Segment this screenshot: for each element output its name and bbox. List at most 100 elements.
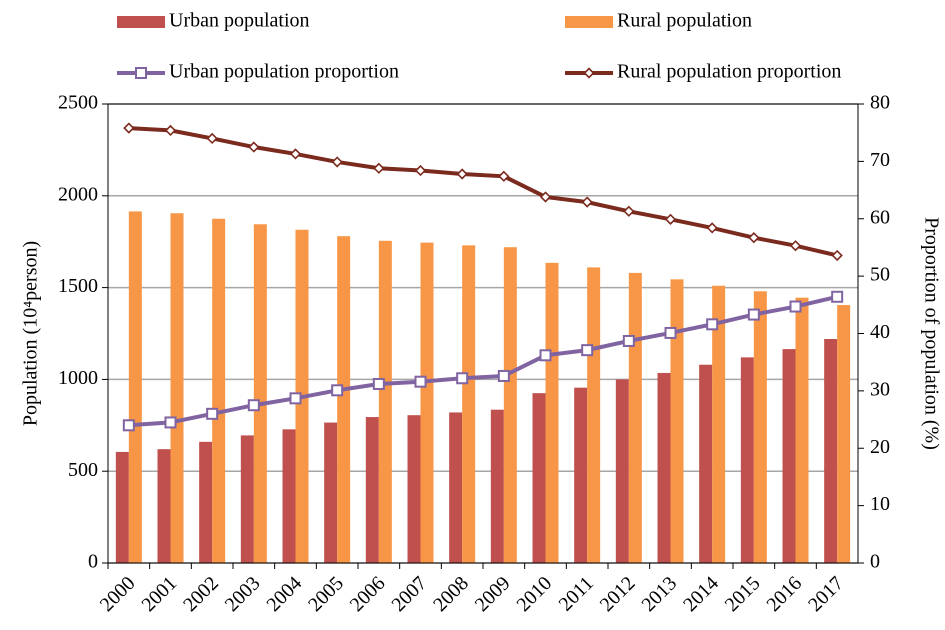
bar xyxy=(282,429,296,563)
marker xyxy=(789,300,802,313)
x-tick-label: 2008 xyxy=(429,572,473,616)
bar xyxy=(128,211,142,563)
bar xyxy=(212,218,226,563)
y-tick-label: 2000 xyxy=(58,183,98,205)
marker xyxy=(622,334,635,347)
legend-item: Rural population proportion xyxy=(565,61,841,83)
bar xyxy=(615,379,629,563)
bar xyxy=(670,279,684,563)
legend-label: Urban population xyxy=(169,10,310,32)
y2-tick-label: 60 xyxy=(870,206,890,228)
x-tick-label: 2017 xyxy=(804,572,848,616)
bar xyxy=(337,236,351,563)
legend-label: Rural population xyxy=(617,10,752,32)
bar xyxy=(782,349,796,563)
marker xyxy=(206,132,218,145)
bar xyxy=(753,291,767,563)
bar xyxy=(545,262,559,563)
marker xyxy=(831,290,844,303)
marker xyxy=(456,168,468,180)
bar xyxy=(532,393,546,563)
legend-label: Rural population proportion xyxy=(617,61,841,83)
y-tick-label: 0 xyxy=(88,551,98,573)
bar xyxy=(712,285,726,563)
bar xyxy=(740,357,754,563)
marker xyxy=(581,344,594,357)
legend-swatch xyxy=(565,16,613,28)
marker xyxy=(373,162,385,174)
marker xyxy=(539,191,552,203)
y2-tick-label: 40 xyxy=(870,321,890,343)
y-tick-label: 500 xyxy=(68,459,98,481)
legend-label: Urban population proportion xyxy=(169,61,399,83)
x-tick-label: 2006 xyxy=(346,572,390,616)
legend-swatch xyxy=(117,16,165,28)
y-tick-label: 1000 xyxy=(58,367,98,389)
marker xyxy=(831,249,843,262)
legend-item: Urban population proportion xyxy=(117,61,399,83)
marker xyxy=(539,349,552,362)
marker xyxy=(135,67,147,79)
marker xyxy=(289,148,302,160)
bar xyxy=(449,412,463,563)
marker xyxy=(664,213,677,225)
x-tick-label: 2012 xyxy=(596,572,640,616)
x-tick-label: 2009 xyxy=(471,572,515,616)
marker xyxy=(456,372,469,385)
marker xyxy=(248,141,260,153)
line xyxy=(128,126,838,258)
marker xyxy=(747,308,760,321)
y2-tick-label: 50 xyxy=(870,264,890,286)
x-tick-label: 2004 xyxy=(262,572,306,616)
x-tick-label: 2010 xyxy=(512,572,556,616)
bar xyxy=(324,422,338,563)
marker xyxy=(498,170,510,182)
bar xyxy=(657,372,671,563)
x-tick-label: 2003 xyxy=(221,572,265,616)
y2-tick-label: 20 xyxy=(870,436,890,458)
bar xyxy=(115,451,129,563)
marker xyxy=(164,124,177,137)
bar xyxy=(253,224,267,563)
x-tick-label: 2007 xyxy=(387,572,431,616)
marker xyxy=(331,384,344,397)
x-tick-label: 2016 xyxy=(762,572,806,616)
marker xyxy=(206,407,219,420)
marker xyxy=(414,375,427,388)
plot-frame xyxy=(107,103,859,564)
bar xyxy=(837,305,851,563)
marker xyxy=(583,67,595,79)
bar xyxy=(240,435,254,563)
bar xyxy=(795,297,809,563)
legend-item: Rural population xyxy=(565,10,752,32)
marker xyxy=(123,122,135,134)
marker xyxy=(164,416,177,429)
line xyxy=(128,294,838,428)
x-tick-label: 2015 xyxy=(721,572,765,616)
marker xyxy=(372,377,385,390)
y2-tick-label: 10 xyxy=(870,493,890,515)
bar xyxy=(587,267,601,563)
marker xyxy=(748,232,760,244)
bar xyxy=(365,417,379,563)
bar xyxy=(407,415,421,563)
marker xyxy=(247,399,260,412)
x-tick-label: 2005 xyxy=(304,572,348,616)
x-tick-label: 2001 xyxy=(137,572,181,616)
marker xyxy=(789,240,802,252)
bar xyxy=(378,240,392,564)
y2-tick-label: 70 xyxy=(870,149,890,171)
marker xyxy=(331,156,343,168)
marker xyxy=(706,222,718,234)
marker xyxy=(664,326,677,339)
bar xyxy=(490,409,504,563)
bar xyxy=(199,441,213,563)
y2-axis-label: Proportion of population (%) xyxy=(920,217,942,450)
bar xyxy=(628,272,642,563)
y-tick-label: 2500 xyxy=(58,92,98,114)
bar xyxy=(824,339,838,563)
x-tick-label: 2000 xyxy=(96,572,140,616)
marker xyxy=(581,196,593,208)
